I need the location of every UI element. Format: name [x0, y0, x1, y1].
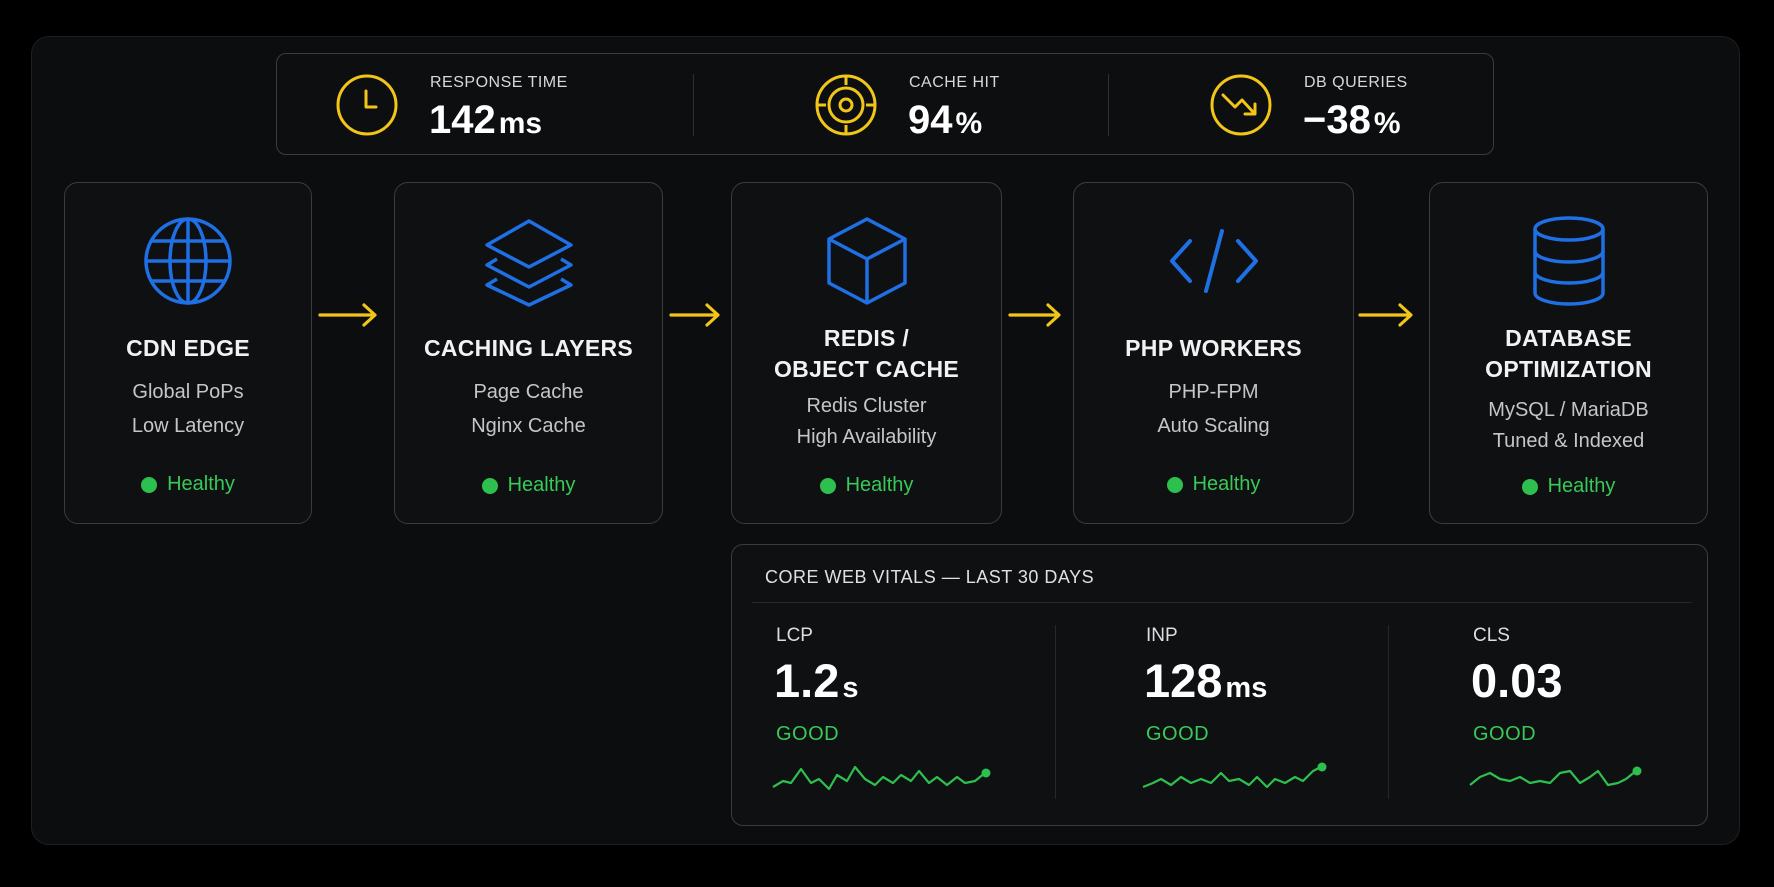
vital-status: GOOD: [776, 723, 840, 745]
database-icon: [1532, 216, 1605, 306]
card-line-1: Global PoPs: [132, 381, 244, 403]
card-line-2: Low Latency: [131, 415, 245, 437]
arrow-right-icon: [1008, 303, 1061, 327]
status-dot: [819, 477, 836, 494]
card-title: PHP WORKERS: [1125, 335, 1302, 361]
status-dot: [141, 476, 158, 493]
card-line-1: MySQL / MariaDB: [1488, 399, 1649, 421]
vital-label: INP: [1146, 625, 1178, 646]
card-title: CDN EDGE: [126, 335, 250, 361]
metric-label: DB QUERIES: [1304, 74, 1408, 91]
status-badge: Healthy: [395, 474, 662, 497]
card-line-2: High Availability: [796, 426, 937, 448]
vital-label: LCP: [776, 625, 813, 646]
metric-value: 142 ms: [429, 98, 543, 142]
pipeline-card-caching-layers[interactable]: CACHING LAYERS Page Cache Nginx Cache He…: [394, 182, 663, 524]
vital-divider: [1388, 625, 1389, 799]
vitals-divider: [752, 602, 1692, 603]
code-icon: [1169, 229, 1258, 293]
metric-value: −38%: [1303, 98, 1401, 142]
metrics-bar: RESPONSE TIME 142 ms CACHE HIT 94% DB QUE…: [276, 53, 1494, 155]
status-badge: Healthy: [1430, 475, 1707, 498]
card-title: CACHING LAYERS: [423, 335, 634, 361]
trend-down-icon: [1210, 74, 1272, 136]
target-icon: [815, 74, 877, 136]
card-line-1: Redis Cluster: [806, 395, 927, 417]
metric-label: RESPONSE TIME: [430, 74, 568, 91]
vital-value: 128 ms: [1144, 654, 1268, 707]
vital-value: 0.03: [1471, 654, 1563, 707]
status-dot: [1521, 478, 1538, 495]
status-dot: [1166, 476, 1183, 493]
card-line-1: PHP-FPM: [1168, 381, 1259, 403]
vital-value: 1.2 s: [774, 654, 859, 707]
pipeline-card-cdn-edge[interactable]: CDN EDGE Global PoPs Low Latency Healthy: [64, 182, 312, 524]
pipeline-card-database-optimization[interactable]: DATABASE OPTIMIZATION MySQL / MariaDB Tu…: [1429, 182, 1708, 524]
metric-value: 94%: [908, 98, 983, 142]
pipeline-card-redis-object-cache[interactable]: REDIS / OBJECT CACHE Redis Cluster High …: [731, 182, 1002, 524]
card-line-1: Page Cache: [473, 381, 584, 403]
metric-label: CACHE HIT: [909, 74, 1000, 91]
status-badge: Healthy: [1074, 473, 1353, 496]
clock-icon: [336, 74, 398, 136]
globe-icon: [144, 217, 232, 305]
card-line-2: Tuned & Indexed: [1492, 430, 1645, 452]
status-dot: [481, 477, 498, 494]
status-badge: Healthy: [732, 474, 1001, 497]
card-title: REDIS /: [823, 325, 910, 351]
metric-divider: [1108, 74, 1109, 136]
sparkline-lcp: [772, 765, 991, 791]
vital-label: CLS: [1473, 625, 1510, 646]
cube-icon: [826, 217, 907, 305]
metric-divider: [693, 74, 694, 136]
arrow-right-icon: [669, 303, 720, 327]
card-title-line-2: OBJECT CACHE: [773, 356, 960, 382]
sparkline-cls: [1469, 766, 1642, 787]
vital-status: GOOD: [1473, 723, 1537, 745]
pipeline-card-php-workers[interactable]: PHP WORKERS PHP-FPM Auto Scaling Healthy: [1073, 182, 1354, 524]
card-title-line-2: OPTIMIZATION: [1485, 356, 1652, 382]
status-badge: Healthy: [65, 473, 311, 496]
card-line-2: Nginx Cache: [471, 415, 586, 437]
card-line-2: Auto Scaling: [1157, 415, 1270, 437]
card-title: DATABASE: [1505, 325, 1632, 351]
arrow-right-icon: [1358, 303, 1413, 327]
vital-status: GOOD: [1146, 723, 1210, 745]
sparkline-inp: [1142, 762, 1327, 789]
vital-divider: [1055, 625, 1056, 799]
arrow-right-icon: [318, 303, 377, 327]
vitals-title: CORE WEB VITALS — LAST 30 DAYS: [765, 567, 1095, 587]
core-web-vitals-panel: CORE WEB VITALS — LAST 30 DAYS LCP 1.2 s …: [731, 544, 1708, 826]
layers-icon: [484, 219, 573, 307]
